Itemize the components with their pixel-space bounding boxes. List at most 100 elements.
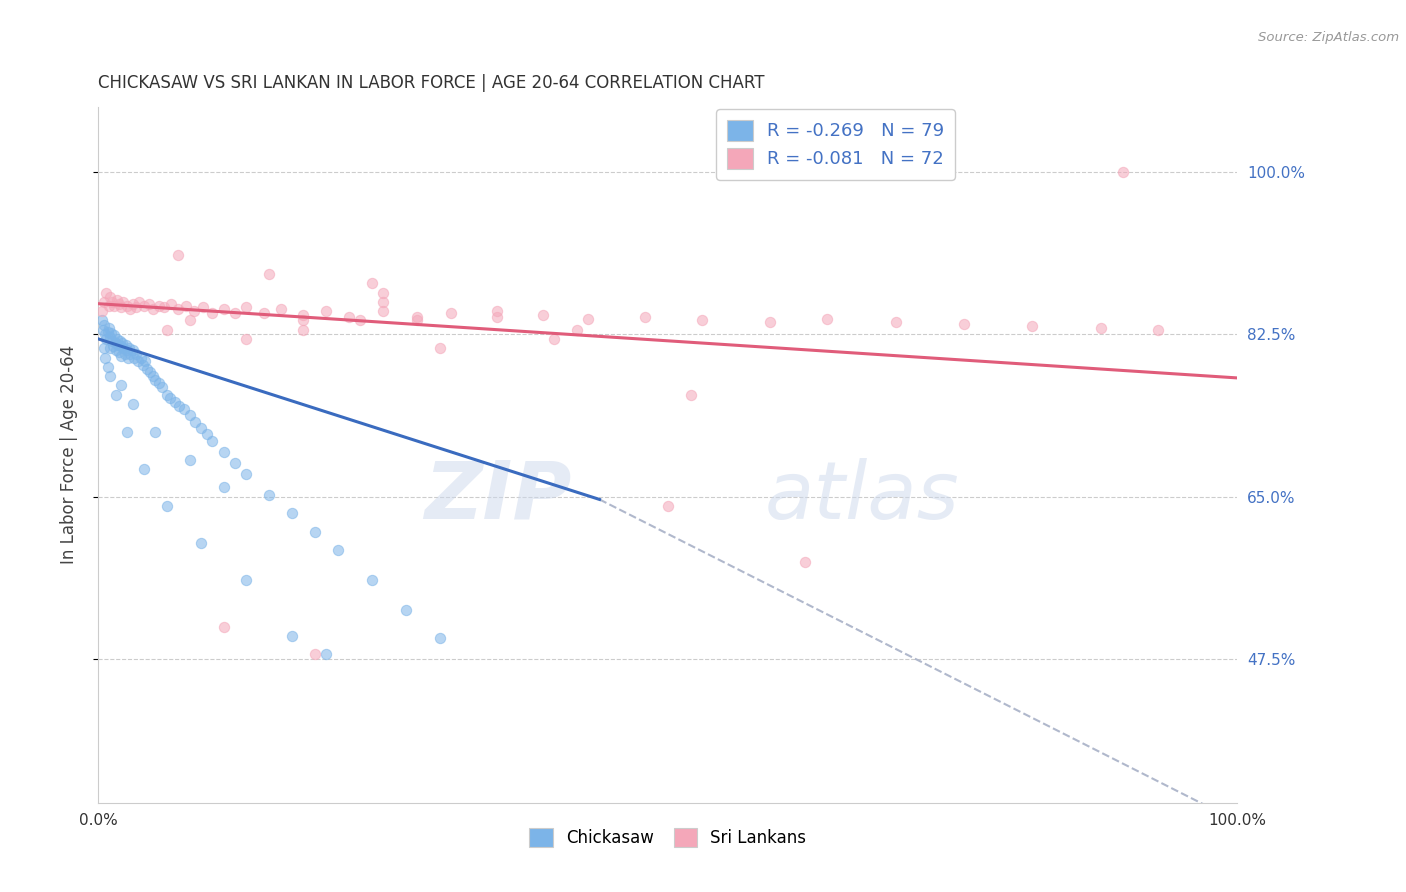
Point <box>150 380 173 394</box>
Point <box>565 323 588 337</box>
Point <box>148 376 170 391</box>
Point <box>304 648 326 662</box>
Point <box>112 294 135 309</box>
Point <box>815 311 838 326</box>
Point <box>105 293 128 307</box>
Point <box>96 359 118 374</box>
Point <box>235 467 257 482</box>
Point <box>125 301 148 315</box>
Point <box>634 310 657 324</box>
Text: CHICKASAW VS SRI LANKAN IN LABOR FORCE | AGE 20-64 CORRELATION CHART: CHICKASAW VS SRI LANKAN IN LABOR FORCE |… <box>98 74 765 92</box>
Point <box>252 306 274 320</box>
Point <box>142 369 165 384</box>
Point <box>132 358 155 372</box>
Point <box>93 341 115 355</box>
Point <box>281 507 304 521</box>
Point <box>120 347 142 361</box>
Point <box>292 313 315 327</box>
Point <box>103 300 125 314</box>
Point <box>90 304 112 318</box>
Point <box>120 302 142 317</box>
Point <box>326 543 349 558</box>
Point <box>103 339 125 353</box>
Point <box>153 301 176 315</box>
Point <box>292 308 315 322</box>
Point <box>360 573 382 587</box>
Point <box>128 294 150 309</box>
Point <box>259 267 281 281</box>
Point <box>174 299 197 313</box>
Point <box>156 499 179 513</box>
Point <box>195 426 218 441</box>
Point <box>235 301 257 315</box>
Point <box>371 285 394 300</box>
Point <box>159 392 181 406</box>
Point <box>793 555 815 569</box>
Point <box>486 310 509 324</box>
Point <box>371 294 394 309</box>
Point <box>122 351 145 365</box>
Point <box>121 343 143 357</box>
Point <box>121 296 143 310</box>
Point <box>406 310 429 324</box>
Point <box>212 302 235 317</box>
Point <box>429 341 451 355</box>
Point <box>97 321 120 335</box>
Point <box>138 296 160 310</box>
Point <box>759 315 782 329</box>
Point <box>531 308 554 322</box>
Point <box>337 310 360 324</box>
Point <box>114 347 136 361</box>
Point <box>114 337 136 351</box>
Point <box>371 304 394 318</box>
Point <box>96 332 118 346</box>
Point <box>167 302 190 317</box>
Point <box>1112 165 1135 179</box>
Point <box>429 631 451 645</box>
Point <box>98 341 121 355</box>
Point <box>201 434 224 448</box>
Point <box>395 603 418 617</box>
Point <box>179 408 201 422</box>
Point <box>212 480 235 494</box>
Point <box>201 306 224 320</box>
Point <box>110 301 132 315</box>
Point <box>115 343 138 357</box>
Point <box>657 499 679 513</box>
Y-axis label: In Labor Force | Age 20-64: In Labor Force | Age 20-64 <box>59 345 77 565</box>
Point <box>224 456 246 470</box>
Point <box>101 334 124 348</box>
Point <box>190 536 212 550</box>
Point <box>440 306 463 320</box>
Point <box>132 462 155 476</box>
Point <box>108 345 131 359</box>
Point <box>91 323 114 337</box>
Point <box>110 349 132 363</box>
Point <box>98 290 121 304</box>
Point <box>148 299 170 313</box>
Point <box>235 332 257 346</box>
Point <box>1090 321 1112 335</box>
Point <box>259 488 281 502</box>
Point <box>884 315 907 329</box>
Point <box>93 294 115 309</box>
Point <box>190 421 212 435</box>
Point <box>90 313 112 327</box>
Point <box>97 300 120 314</box>
Point <box>690 313 713 327</box>
Point <box>138 365 160 379</box>
Point <box>1146 323 1168 337</box>
Point <box>304 524 326 539</box>
Point <box>167 248 190 262</box>
Text: ZIP: ZIP <box>423 458 571 536</box>
Point <box>193 301 215 315</box>
Point <box>132 299 155 313</box>
Point <box>108 334 131 348</box>
Point <box>281 629 304 643</box>
Point <box>270 302 292 317</box>
Point <box>292 323 315 337</box>
Point <box>117 351 139 365</box>
Point <box>94 327 117 342</box>
Point <box>107 337 129 351</box>
Point <box>543 332 565 346</box>
